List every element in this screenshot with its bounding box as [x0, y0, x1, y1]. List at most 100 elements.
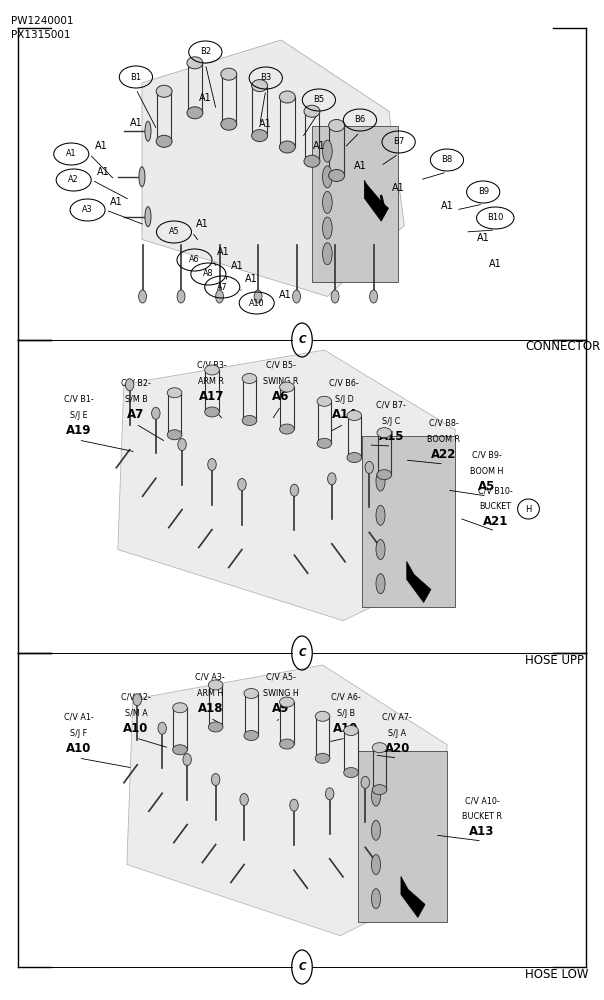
Text: PW1240001: PW1240001 [11, 16, 73, 26]
Text: A3: A3 [82, 206, 93, 215]
Text: A5: A5 [478, 480, 495, 493]
Ellipse shape [317, 396, 332, 406]
Text: C: C [298, 962, 306, 972]
Text: A1: A1 [110, 197, 123, 207]
Text: C/V B3-: C/V B3- [196, 361, 226, 370]
Text: B5: B5 [313, 96, 324, 104]
Ellipse shape [344, 726, 358, 736]
Text: C/V B1-: C/V B1- [63, 395, 94, 404]
Text: ARM H: ARM H [197, 689, 223, 698]
Polygon shape [142, 40, 405, 296]
Text: C/V B8-: C/V B8- [429, 419, 459, 428]
Ellipse shape [344, 768, 358, 778]
Ellipse shape [280, 697, 294, 707]
Text: A1: A1 [279, 290, 292, 300]
Ellipse shape [240, 794, 248, 806]
Text: S/J D: S/J D [335, 395, 354, 404]
Ellipse shape [376, 505, 385, 525]
Ellipse shape [290, 799, 298, 811]
Ellipse shape [323, 243, 332, 265]
Text: BUCKET: BUCKET [480, 502, 511, 511]
Text: A10: A10 [123, 722, 149, 735]
Ellipse shape [187, 57, 203, 69]
Text: C/V A2-: C/V A2- [121, 693, 151, 702]
FancyBboxPatch shape [312, 125, 398, 282]
Text: A22: A22 [431, 448, 457, 461]
Text: C: C [298, 648, 306, 658]
Text: A18: A18 [198, 702, 223, 715]
Text: CONNECTOR: CONNECTOR [525, 340, 601, 354]
Ellipse shape [205, 407, 219, 417]
Ellipse shape [377, 428, 391, 438]
Ellipse shape [327, 473, 336, 485]
Ellipse shape [372, 743, 387, 753]
Text: A1: A1 [489, 259, 502, 269]
Text: C/V A3-: C/V A3- [195, 673, 225, 682]
FancyBboxPatch shape [358, 750, 447, 922]
Text: S/M A: S/M A [124, 709, 147, 718]
Text: SWING H: SWING H [263, 689, 299, 698]
Text: B3: B3 [260, 74, 271, 83]
Ellipse shape [242, 416, 257, 426]
Text: A1: A1 [440, 201, 454, 211]
Text: HOSE UPP: HOSE UPP [525, 654, 585, 666]
Text: S/J F: S/J F [70, 729, 87, 738]
Polygon shape [118, 350, 455, 621]
Ellipse shape [315, 711, 330, 721]
Text: A1: A1 [129, 118, 143, 128]
Ellipse shape [280, 739, 294, 749]
Ellipse shape [133, 694, 141, 706]
Ellipse shape [371, 820, 381, 840]
Ellipse shape [208, 722, 223, 732]
Ellipse shape [138, 290, 146, 303]
Ellipse shape [252, 80, 268, 92]
Text: S/J E: S/J E [69, 411, 88, 420]
Ellipse shape [326, 788, 334, 800]
Text: B2: B2 [200, 47, 211, 56]
Ellipse shape [126, 379, 134, 391]
Text: A21: A21 [483, 515, 508, 528]
Ellipse shape [279, 141, 295, 153]
Text: A15: A15 [379, 430, 404, 443]
Ellipse shape [216, 290, 223, 303]
Ellipse shape [221, 68, 237, 80]
Text: A20: A20 [385, 742, 410, 755]
Ellipse shape [280, 382, 294, 392]
Ellipse shape [365, 461, 373, 473]
Ellipse shape [377, 470, 391, 480]
Ellipse shape [187, 107, 203, 119]
Ellipse shape [371, 854, 381, 874]
Text: A17: A17 [199, 390, 224, 403]
Ellipse shape [242, 374, 257, 384]
Ellipse shape [183, 754, 191, 766]
Text: S/J A: S/J A [388, 729, 406, 738]
FancyBboxPatch shape [362, 436, 455, 606]
Ellipse shape [372, 785, 387, 795]
Text: A19: A19 [66, 424, 91, 437]
Text: C/V B5-: C/V B5- [266, 361, 296, 370]
Ellipse shape [317, 438, 332, 448]
Text: C/V A7-: C/V A7- [382, 713, 413, 722]
Text: BUCKET R: BUCKET R [462, 812, 502, 821]
Ellipse shape [370, 290, 378, 303]
Text: B7: B7 [393, 137, 404, 146]
Text: B6: B6 [355, 115, 365, 124]
Ellipse shape [208, 680, 223, 690]
Ellipse shape [371, 889, 381, 909]
Polygon shape [364, 180, 388, 221]
Text: A9: A9 [272, 702, 289, 715]
Ellipse shape [156, 135, 172, 147]
Ellipse shape [347, 453, 362, 463]
Ellipse shape [178, 439, 186, 451]
Ellipse shape [376, 540, 385, 560]
Text: S/J B: S/J B [337, 709, 355, 718]
Text: A6: A6 [272, 390, 289, 403]
Ellipse shape [290, 484, 298, 496]
Ellipse shape [331, 290, 339, 303]
Text: A1: A1 [97, 167, 109, 177]
Ellipse shape [211, 774, 220, 786]
Text: A1: A1 [392, 183, 405, 193]
Text: BOOM R: BOOM R [428, 435, 460, 444]
Text: B9: B9 [478, 188, 489, 196]
Text: S/J C: S/J C [382, 417, 400, 426]
